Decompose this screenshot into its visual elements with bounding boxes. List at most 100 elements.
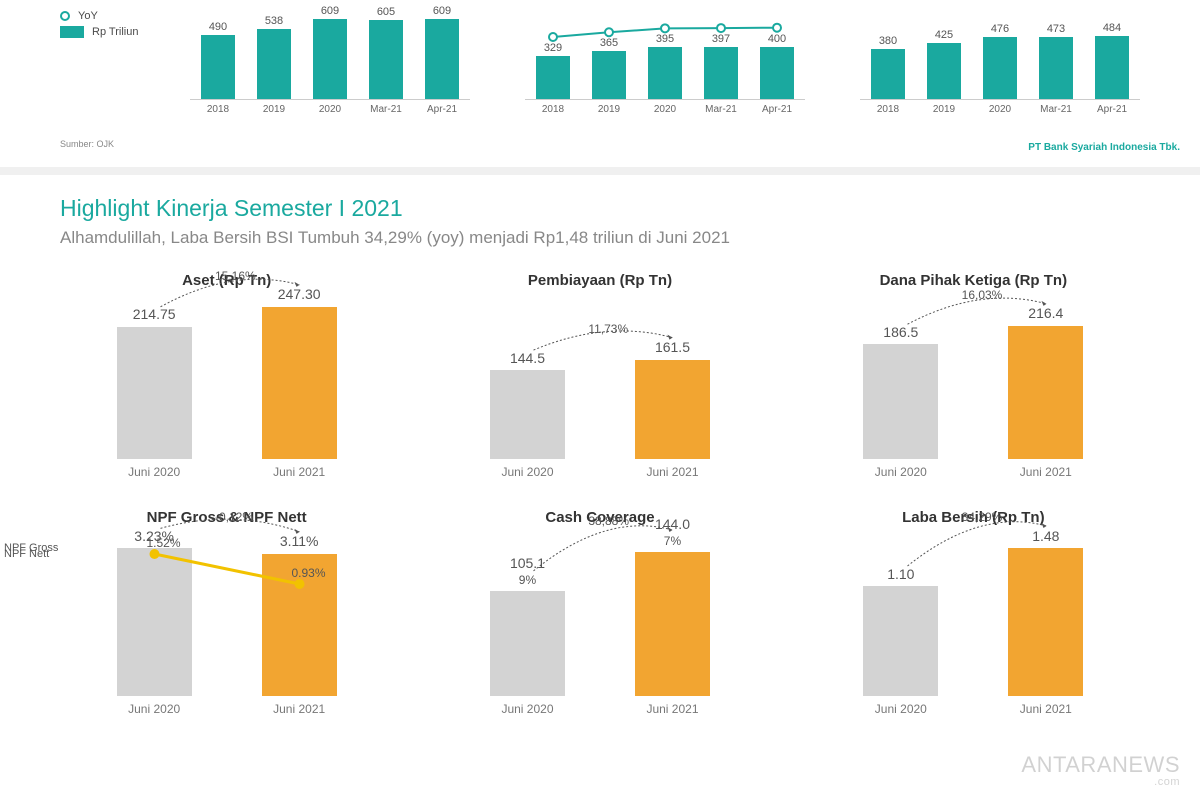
growth-arrow — [60, 536, 406, 696]
bar: 484 — [1087, 22, 1137, 99]
bar: 473 — [1031, 23, 1081, 99]
two-bar-chart: 214.75247.3015,16% — [60, 299, 393, 459]
axis-label: 2019 — [249, 104, 299, 115]
bar-value: 400 — [768, 33, 786, 45]
axis-label: Juni 2020 — [117, 465, 192, 479]
panel-title: Pembiayaan (Rp Tn) — [433, 272, 766, 289]
panel-grid: Aset (Rp Tn)214.75247.3015,16%Juni 2020J… — [60, 272, 1140, 716]
bar-left-value: 1.10 — [887, 567, 914, 582]
bar-left-value: 144.5 — [510, 351, 545, 366]
two-bar-chart: 186.5216.416,03% — [807, 299, 1140, 459]
bar: 400 — [752, 33, 802, 99]
subtitle: Alhamdulillah, Laba Bersih BSI Tumbuh 34… — [60, 228, 1140, 248]
axis-label: Juni 2021 — [262, 702, 337, 716]
growth-arrow — [807, 299, 1153, 459]
axis-labels: Juni 2020Juni 2021 — [60, 465, 393, 479]
legend-yoy-label: YoY — [78, 10, 98, 22]
legend-bar-label: Rp Triliun — [92, 26, 138, 38]
axis-label: Mar-21 — [361, 104, 411, 115]
axis-label: Juni 2021 — [635, 465, 710, 479]
bar-value: 490 — [209, 21, 227, 33]
axis-labels: 201820192020Mar-21Apr-21 — [525, 104, 805, 115]
watermark-sub: .com — [1021, 776, 1180, 788]
bar-rect — [927, 43, 961, 99]
bar-left: 214.75 — [117, 307, 192, 459]
metric-panel: Pembiayaan (Rp Tn)144.5161.511,73%Juni 2… — [433, 272, 766, 479]
bar-right-value: 3.11% — [280, 534, 319, 549]
two-bar-chart: 105.19%144.07%38,88% — [433, 536, 766, 696]
top-section: YoY Rp Triliun 4905386096056092018201920… — [0, 0, 1200, 175]
bar-left: 144.5 — [490, 351, 565, 459]
bar-left: 1.10 — [863, 567, 938, 696]
axis-label: 2018 — [528, 104, 578, 115]
bar-left-rect — [117, 548, 192, 696]
bar-rect — [704, 47, 738, 99]
bar-value: 609 — [321, 5, 339, 17]
axis-label: Juni 2020 — [863, 702, 938, 716]
legend-bar: Rp Triliun — [60, 26, 138, 38]
axis-label: Apr-21 — [752, 104, 802, 115]
bar-right-value: 1.48 — [1032, 529, 1059, 544]
two-bar-chart: 3.23%3.11%-0,12%NPF NettNPF Gross1.52%0.… — [60, 536, 393, 696]
axis-label: Apr-21 — [417, 104, 467, 115]
bar-value: 395 — [656, 33, 674, 45]
bar-value: 425 — [935, 29, 953, 41]
bar: 425 — [919, 29, 969, 99]
bar: 490 — [193, 21, 243, 99]
metric-panel: NPF Gross & NPF Nett3.23%3.11%-0,12%NPF … — [60, 509, 393, 716]
axis-labels: Juni 2020Juni 2021 — [807, 702, 1140, 716]
bar-right-rect — [635, 552, 710, 696]
bar-value: 538 — [265, 15, 283, 27]
bar: 329 — [528, 42, 578, 99]
top-chart: 490538609605609201820192020Mar-21Apr-21 — [190, 0, 470, 140]
growth-arrow — [60, 299, 406, 459]
bar: 397 — [696, 33, 746, 99]
axis-label: Mar-21 — [1031, 104, 1081, 115]
legend: YoY Rp Triliun — [60, 10, 138, 42]
bar: 605 — [361, 6, 411, 99]
panel-title: Dana Pihak Ketiga (Rp Tn) — [807, 272, 1140, 289]
axis-label: Juni 2021 — [635, 702, 710, 716]
growth-label: 38,88% — [584, 514, 633, 528]
growth-label: 15,16% — [211, 269, 260, 283]
bar-left-value: 214.75 — [133, 307, 176, 322]
two-bar-chart: 1.101.4834,29% — [807, 536, 1140, 696]
axis-label: 2018 — [193, 104, 243, 115]
axis-label: 2020 — [975, 104, 1025, 115]
bar-rect — [369, 20, 403, 99]
bar-left: 186.5 — [863, 325, 938, 459]
metric-panel: Laba Bersih (Rp Tn)1.101.4834,29%Juni 20… — [807, 509, 1140, 716]
bar-rect — [871, 49, 905, 99]
bar-rect — [425, 19, 459, 99]
bar-value: 484 — [1103, 22, 1121, 34]
bar-value: 473 — [1047, 23, 1065, 35]
bar-right: 3.11% — [262, 534, 337, 696]
brand-label: PT Bank Syariah Indonesia Tbk. — [1028, 142, 1180, 153]
growth-label: -0,12% — [211, 510, 257, 524]
metric-panel: Aset (Rp Tn)214.75247.3015,16%Juni 2020J… — [60, 272, 393, 479]
axis-labels: Juni 2020 Juni 2021 — [60, 702, 393, 716]
main-content: Highlight Kinerja Semester I 2021 Alhamd… — [0, 175, 1200, 716]
bar-right: 216.4 — [1008, 306, 1083, 459]
npf-nett-left: 1.52% — [143, 536, 185, 550]
source-label: Sumber: OJK — [60, 139, 114, 149]
bar-right-value: 247.30 — [278, 287, 321, 302]
bar-left-rect — [490, 370, 565, 459]
watermark: ANTARANEWS.com — [1021, 752, 1180, 788]
top-chart: 329365395397400201820192020Mar-21Apr-21 — [525, 0, 805, 140]
bar-left-rect — [117, 327, 192, 459]
axis-label: 2020 — [640, 104, 690, 115]
growth-arrow — [433, 536, 779, 696]
bar-value: 329 — [544, 42, 562, 54]
axis-label: Juni 2020 — [117, 702, 192, 716]
growth-arrow — [807, 536, 1153, 696]
axis-labels: Juni 2020Juni 2021 — [807, 465, 1140, 479]
bar-right-rect — [635, 360, 710, 459]
axis-label: 2018 — [863, 104, 913, 115]
bar-right-rect — [262, 307, 337, 459]
bar-rect — [313, 19, 347, 99]
bar-right-value: 161.5 — [655, 340, 690, 355]
bar: 395 — [640, 33, 690, 99]
axis-labels: Juni 2020Juni 2021 — [433, 465, 766, 479]
axis-labels: 201820192020Mar-21Apr-21 — [190, 104, 470, 115]
